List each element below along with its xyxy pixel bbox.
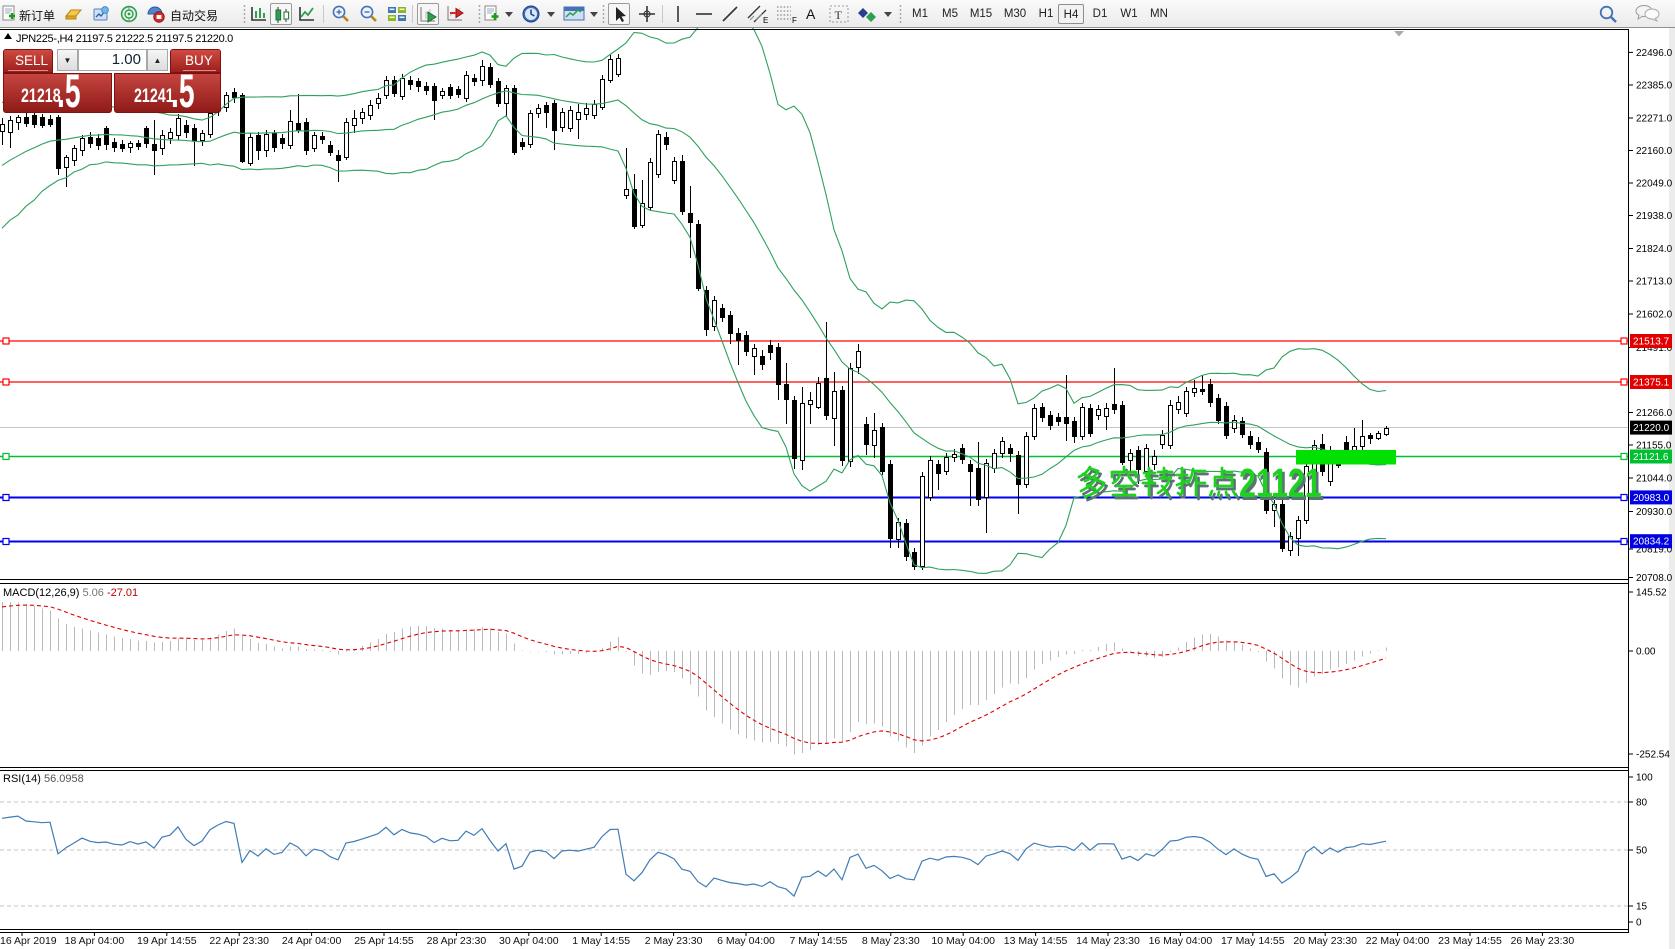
- svg-text:21602.0: 21602.0: [1636, 310, 1673, 321]
- svg-text:14 May 23:30: 14 May 23:30: [1076, 935, 1140, 947]
- svg-text:26 May 23:30: 26 May 23:30: [1511, 935, 1575, 947]
- svg-text:22496.0: 22496.0: [1636, 48, 1673, 59]
- svg-text:T: T: [835, 8, 843, 22]
- svg-text:22049.0: 22049.0: [1636, 179, 1673, 190]
- svg-text:80: 80: [1636, 798, 1648, 809]
- svg-text:20708.0: 20708.0: [1636, 573, 1673, 584]
- svg-text:21121: 21121: [1239, 459, 1322, 506]
- svg-text:20834.2: 20834.2: [1633, 537, 1670, 548]
- svg-text:21121: 21121: [1242, 462, 1325, 509]
- svg-text:21824.0: 21824.0: [1636, 244, 1673, 255]
- svg-text:21155.0: 21155.0: [1636, 441, 1672, 452]
- svg-text:21513.7: 21513.7: [1633, 337, 1670, 348]
- svg-text:20 May 23:30: 20 May 23:30: [1293, 935, 1357, 947]
- svg-text:6 May 04:00: 6 May 04:00: [717, 935, 775, 947]
- svg-text:RSI(14) 56.0958: RSI(14) 56.0958: [3, 773, 84, 785]
- svg-text:20819.0: 20819.0: [1636, 545, 1673, 556]
- svg-text:16 Apr 2019: 16 Apr 2019: [0, 935, 57, 947]
- svg-text:21266.0: 21266.0: [1636, 408, 1673, 419]
- svg-text:21491.0: 21491.0: [1636, 343, 1673, 354]
- svg-text:30 Apr 04:00: 30 Apr 04:00: [499, 935, 559, 947]
- svg-text:50: 50: [1636, 846, 1648, 857]
- svg-text:13 May 14:55: 13 May 14:55: [1004, 935, 1068, 947]
- svg-text:JPN225-,H4 21197.5 21222.5 21: JPN225-,H4 21197.5 21222.5 21197.5 21220…: [16, 33, 233, 45]
- svg-text:16 May 04:00: 16 May 04:00: [1149, 935, 1213, 947]
- svg-text:19 Apr 14:55: 19 Apr 14:55: [137, 935, 197, 947]
- svg-text:100: 100: [1636, 773, 1653, 784]
- svg-text:22 May 04:00: 22 May 04:00: [1366, 935, 1430, 947]
- svg-text:0.00: 0.00: [1636, 647, 1656, 658]
- svg-text:21044.0: 21044.0: [1636, 474, 1673, 485]
- svg-text:E: E: [763, 16, 768, 24]
- svg-text:MACD(12,26,9) 5.06 -27.01: MACD(12,26,9) 5.06 -27.01: [3, 587, 138, 599]
- svg-text:18 Apr 04:00: 18 Apr 04:00: [65, 935, 125, 947]
- svg-text:2 May 23:30: 2 May 23:30: [645, 935, 703, 947]
- svg-text:20983.0: 20983.0: [1633, 493, 1670, 504]
- svg-text:22 Apr 23:30: 22 Apr 23:30: [209, 935, 269, 947]
- svg-text:7 May 14:55: 7 May 14:55: [790, 935, 848, 947]
- svg-text:20930.0: 20930.0: [1636, 507, 1673, 518]
- svg-text:21938.0: 21938.0: [1636, 211, 1673, 222]
- svg-text:22385.0: 22385.0: [1636, 81, 1673, 92]
- svg-text:21713.0: 21713.0: [1636, 277, 1673, 288]
- svg-text:22271.0: 22271.0: [1636, 114, 1673, 125]
- svg-text:145.52: 145.52: [1636, 588, 1667, 599]
- svg-text:21121.6: 21121.6: [1633, 452, 1669, 463]
- svg-text:8 May 23:30: 8 May 23:30: [862, 935, 920, 947]
- svg-text:25 Apr 14:55: 25 Apr 14:55: [354, 935, 414, 947]
- svg-text:23 May 14:55: 23 May 14:55: [1438, 935, 1502, 947]
- svg-text:15: 15: [1636, 902, 1648, 913]
- svg-text:F: F: [792, 16, 797, 24]
- svg-text:22160.0: 22160.0: [1636, 146, 1673, 157]
- svg-text:0: 0: [1636, 918, 1642, 929]
- svg-text:21375.1: 21375.1: [1633, 378, 1670, 389]
- svg-text:24 Apr 04:00: 24 Apr 04:00: [282, 935, 342, 947]
- svg-text:10 May 04:00: 10 May 04:00: [931, 935, 995, 947]
- svg-text:28 Apr 23:30: 28 Apr 23:30: [427, 935, 487, 947]
- svg-text:21220.0: 21220.0: [1633, 423, 1670, 434]
- svg-text:-252.54: -252.54: [1636, 750, 1670, 761]
- svg-text:1 May 14:55: 1 May 14:55: [572, 935, 630, 947]
- svg-text:17 May 14:55: 17 May 14:55: [1221, 935, 1285, 947]
